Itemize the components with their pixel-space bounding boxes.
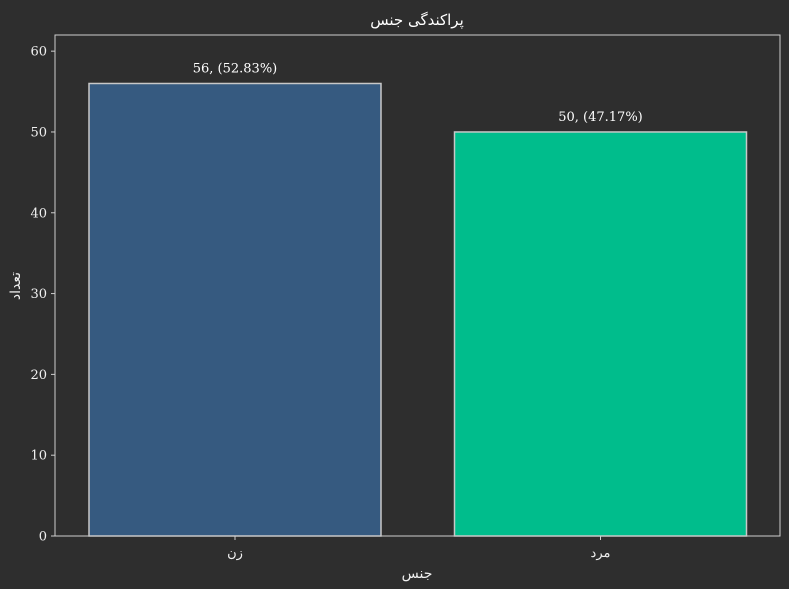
y-tick-label: 20 xyxy=(30,368,47,383)
ticks-layer: زن مرد 0 10 20 30 40 50 60 xyxy=(30,45,610,561)
plot-frame xyxy=(54,34,781,537)
y-tick-label: 0 xyxy=(39,530,47,545)
bar-data-label-2: 50, (47.17%) xyxy=(558,110,643,125)
bar-data-label-1: 56, (52.83%) xyxy=(193,61,278,76)
bar-1 xyxy=(88,82,382,537)
y-axis-label: تعداد xyxy=(8,272,24,300)
y-tick-label: 50 xyxy=(30,125,47,140)
bars-layer: 56, (52.83%) 50, (47.17%) xyxy=(88,61,748,537)
x-axis-label: جنس xyxy=(402,566,433,582)
y-tick-label: 40 xyxy=(30,206,47,221)
x-tick-label: زن xyxy=(227,546,243,561)
y-tick-label: 30 xyxy=(30,287,47,302)
chart-title: پراکندگی جنس xyxy=(370,11,464,30)
y-tick-label: 60 xyxy=(30,45,47,60)
x-tick-label: مرد xyxy=(591,546,611,561)
y-tick-label: 10 xyxy=(30,449,47,464)
bar-2 xyxy=(453,131,748,537)
